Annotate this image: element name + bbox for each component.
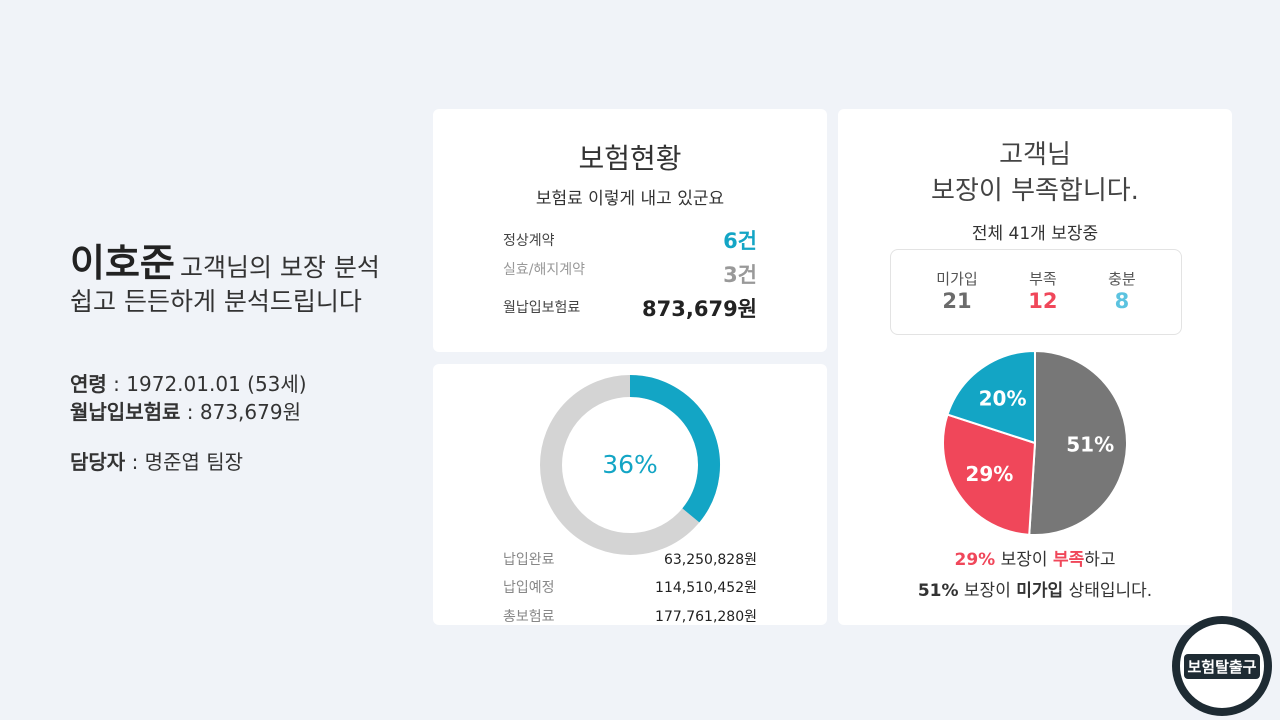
title-line: 고객님 <box>999 140 1071 170</box>
heading: 이호준 고객님의 보장 분석 <box>70 232 380 287</box>
pie-slice <box>942 413 1037 536</box>
slice-label: 20% <box>979 386 1027 410</box>
text: 상태입니다. <box>1068 581 1153 601</box>
stat-value: 21 <box>942 289 972 313</box>
card-title: 보험현황 <box>578 142 682 175</box>
stat: 부족 12 <box>1028 268 1057 313</box>
stat: 충분 8 <box>1108 268 1136 313</box>
donut-label: 36% <box>602 450 658 479</box>
row-value: 3건 <box>723 263 757 287</box>
slice-label: 51% <box>1066 433 1114 457</box>
text: 보장이 <box>1000 550 1048 570</box>
emph: 미가입 <box>1016 581 1064 601</box>
stat: 미가입 21 <box>936 268 977 313</box>
info-label: 연령 <box>70 372 107 396</box>
heading-suffix: 고객님의 보장 분석 <box>179 253 380 282</box>
coverage-card: 고객님 보장이 부족합니다. 전체 41개 보장중 미가입 21 부족 12 충분 8 51… <box>838 109 1232 625</box>
row-label: 실효/해지계약 <box>503 262 585 278</box>
text: 보장이 <box>963 581 1011 601</box>
info-value: 명준엽 팀장 <box>144 450 244 474</box>
donut-chart <box>540 375 720 555</box>
info-label: 월납입보험료 <box>70 400 181 424</box>
donut-arc <box>629 375 720 523</box>
row-value: 114,510,452원 <box>655 580 757 596</box>
row-label: 납입예정 <box>503 580 555 596</box>
sep: : <box>186 400 194 424</box>
pie-slice <box>946 349 1036 445</box>
stat-label: 부족 <box>1029 270 1057 288</box>
pct: 51% <box>917 581 959 601</box>
text: 하고 <box>1084 550 1116 570</box>
row-value: 6건 <box>723 229 757 253</box>
info-row: 연령 : 1972.01.01 (53세) <box>70 370 307 398</box>
pct: 29% <box>954 550 996 570</box>
customer-name: 이호준 <box>70 241 175 285</box>
info-row: 담당자 : 명준엽 팀장 <box>70 448 307 476</box>
heading-subtitle: 쉽고 든든하게 분석드립니다 <box>70 287 362 316</box>
row-value: 873,679원 <box>642 297 757 321</box>
logo-text: 보험탈출구 <box>1184 653 1260 679</box>
sep: : <box>113 372 120 396</box>
stat-label: 미가입 <box>936 270 978 288</box>
row-label: 월납입보험료 <box>503 300 581 316</box>
slice-label: 29% <box>965 462 1013 486</box>
pie-slice <box>1028 349 1129 536</box>
info-value: 873,679원 <box>199 400 301 424</box>
stats-box: 미가입 21 부족 12 충분 8 <box>890 249 1182 335</box>
info-label: 담당자 <box>70 450 126 474</box>
pie-chart: 51% 29% 20% <box>942 349 1129 536</box>
stat-value: 12 <box>1028 289 1058 313</box>
logo: 보험탈출구 <box>1172 616 1272 716</box>
sep: : <box>131 450 139 474</box>
status-card: 보험현황 보험료 이렇게 내고 있군요 정상계약 6건 실효/해지계약 3건 월… <box>433 109 827 352</box>
row-value: 177,761,280원 <box>655 609 757 625</box>
row-value: 63,250,828원 <box>663 552 757 568</box>
row-label: 총보험료 <box>503 609 555 625</box>
stat-label: 충분 <box>1108 270 1136 288</box>
row-label: 정상계약 <box>503 233 555 249</box>
stat-value: 8 <box>1114 289 1130 313</box>
summary-line: 51% 보장이 미가입 상태입니다. <box>838 576 1232 601</box>
summary-line: 29% 보장이 부족하고 <box>838 545 1232 570</box>
row-label: 납입완료 <box>503 552 555 568</box>
progress-card: 36% 납입완료 63,250,828원 납입예정 114,510,452원 총… <box>433 364 827 625</box>
emph: 부족 <box>1052 550 1085 570</box>
info: 연령 : 1972.01.01 (53세) 월납입보험료 : 873,679원 … <box>70 370 307 476</box>
card-subtitle: 전체 41개 보장중 <box>971 224 1099 244</box>
card-subtitle: 보험료 이렇게 내고 있군요 <box>535 189 725 209</box>
info-value: 1972.01.01 (53세) <box>126 372 307 396</box>
info-row: 월납입보험료 : 873,679원 <box>70 398 307 426</box>
title-line: 보장이 부족합니다. <box>931 176 1139 206</box>
